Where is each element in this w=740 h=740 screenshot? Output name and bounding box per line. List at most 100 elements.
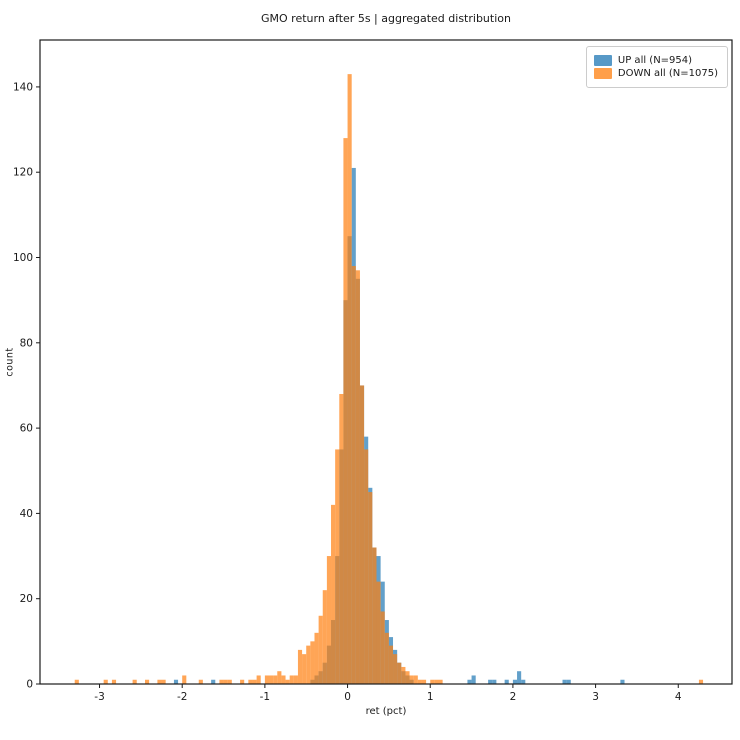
- histogram-bar-up: [173, 679, 179, 684]
- histogram-bar-down: [339, 393, 344, 684]
- histogram-bar-up: [566, 679, 571, 684]
- histogram-bar-down: [306, 645, 311, 684]
- histogram-bar-up: [562, 679, 567, 684]
- histogram-bar-down: [277, 671, 282, 684]
- histogram-bar-down: [322, 590, 327, 684]
- axes-frame: [39, 39, 733, 685]
- histogram-bar-up: [517, 671, 522, 684]
- y-tick-label: 100: [13, 252, 33, 264]
- histogram-bar-down: [384, 632, 389, 684]
- y-axis-label: count: [4, 347, 16, 377]
- histogram-bar-down: [393, 654, 398, 684]
- x-tick-label: -1: [260, 691, 270, 703]
- histogram-bar-down: [397, 662, 402, 684]
- histogram-bar-down: [421, 679, 427, 684]
- histogram-bar-down: [434, 679, 439, 684]
- y-tick-label: 120: [13, 167, 33, 179]
- histogram-bar-down: [264, 675, 270, 684]
- histogram-bar-down: [698, 679, 704, 684]
- histogram-bar-down: [297, 649, 303, 684]
- histogram-bar-up: [471, 675, 476, 684]
- histogram-bar-down: [223, 679, 228, 684]
- histogram-bar-up: [211, 679, 216, 684]
- histogram-bar-down: [198, 679, 203, 684]
- histogram-bar-up: [488, 679, 493, 684]
- histogram-bar-down: [302, 654, 307, 684]
- histogram-bar-down: [355, 270, 360, 684]
- histogram-bar-up: [492, 679, 497, 684]
- legend-label-down: DOWN all (N=1075): [617, 68, 718, 79]
- histogram-bar-down: [289, 675, 294, 684]
- histogram-bar-down: [343, 138, 348, 685]
- x-tick-label: 4: [675, 691, 682, 703]
- x-tick-label: 0: [344, 691, 351, 703]
- legend-item-down: DOWN all (N=1075): [593, 68, 718, 79]
- histogram-bar-down: [240, 679, 245, 684]
- histogram-bar-down: [248, 679, 253, 684]
- histogram-bar-down: [335, 449, 340, 684]
- histogram-bar-down: [347, 74, 352, 685]
- histogram-bar-up: [504, 679, 509, 684]
- histogram-bar-down: [256, 675, 261, 684]
- histogram-bar-down: [364, 449, 369, 684]
- histogram-bar-down: [438, 679, 443, 684]
- histogram-bar-down: [314, 632, 319, 684]
- histogram-bar-down: [273, 675, 278, 684]
- legend-swatch-up-icon: [593, 55, 612, 66]
- x-tick-label: 1: [427, 691, 434, 703]
- histogram-bar-down: [401, 666, 406, 684]
- y-tick-label: 40: [20, 508, 33, 520]
- histogram-bar-down: [372, 547, 377, 684]
- histogram-bar-down: [430, 679, 435, 684]
- histogram-bar-down: [359, 385, 365, 684]
- legend: UP all (N=954) DOWN all (N=1075): [585, 46, 728, 88]
- histogram-bar-down: [281, 675, 286, 684]
- histogram-bar-up: [620, 679, 625, 684]
- histogram-bar-down: [293, 675, 298, 684]
- histogram-bar-up: [512, 679, 518, 684]
- histogram-bar-down: [388, 645, 394, 684]
- histogram-bar-down: [351, 266, 356, 684]
- histogram-bar-down: [145, 679, 150, 684]
- legend-item-up: UP all (N=954): [593, 55, 718, 66]
- histogram-bar-down: [368, 492, 373, 684]
- histogram-bar-down: [74, 679, 79, 684]
- histogram-bar-down: [413, 675, 418, 684]
- histogram-bar-down: [219, 679, 224, 684]
- histogram-bar-down: [285, 679, 290, 684]
- histogram-bar-down: [111, 679, 117, 684]
- histogram-bar-down: [409, 675, 414, 684]
- histogram-bar-down: [252, 679, 257, 684]
- histogram-bar-down: [182, 675, 187, 684]
- legend-label-up: UP all (N=954): [617, 55, 693, 66]
- y-tick-label: 0: [26, 679, 33, 691]
- histogram-bar-down: [132, 679, 137, 684]
- x-tick-label: 3: [592, 691, 599, 703]
- histogram-bar-down: [157, 679, 162, 684]
- histogram-bar-up: [521, 679, 526, 684]
- y-tick-label: 20: [20, 593, 33, 605]
- histogram-bar-down: [310, 641, 315, 684]
- x-tick-label: -2: [177, 691, 187, 703]
- histogram-bar-down: [331, 504, 336, 684]
- histogram-bar-down: [318, 615, 323, 684]
- histogram-bar-down: [269, 675, 274, 684]
- x-tick-label: 2: [510, 691, 517, 703]
- histogram-bar-down: [376, 581, 381, 684]
- histogram-bar-down: [417, 679, 422, 684]
- histogram-bar-down: [103, 679, 108, 684]
- y-tick-label: 80: [20, 337, 33, 349]
- histogram-bar-down: [380, 611, 385, 684]
- x-axis-label: ret (pct): [365, 706, 407, 717]
- legend-swatch-down-icon: [593, 68, 612, 79]
- histogram-bar-down: [227, 679, 232, 684]
- y-tick-label: 60: [20, 423, 33, 435]
- chart-title: GMO return after 5s | aggregated distrib…: [261, 12, 511, 25]
- histogram-bar-down: [405, 671, 410, 684]
- x-tick-label: -3: [94, 691, 104, 703]
- y-tick-label: 140: [13, 81, 33, 93]
- histogram-bar-down: [161, 679, 166, 684]
- histogram-bar-up: [467, 679, 472, 684]
